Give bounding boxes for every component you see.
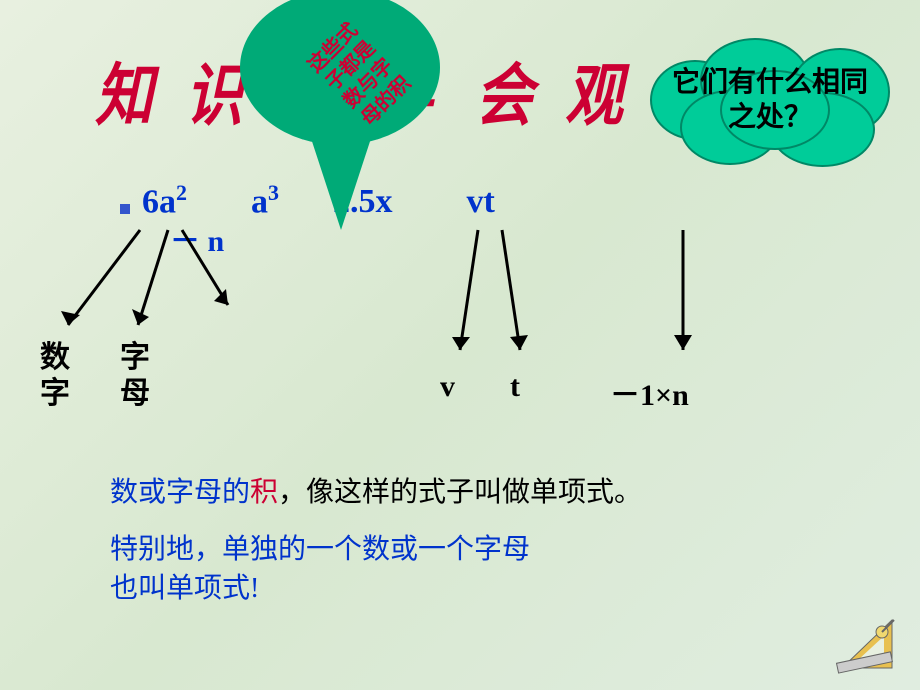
cloud-text: 它们有什么相同之处？ bbox=[640, 30, 900, 170]
label-shuzi: 数字 bbox=[40, 340, 70, 412]
title-char-1: 知 bbox=[95, 40, 153, 139]
bullet-icon bbox=[120, 204, 130, 214]
title-char-6: 观 bbox=[565, 40, 623, 139]
label-zimu: 字母 bbox=[120, 340, 150, 412]
geometry-tools-icon bbox=[832, 608, 902, 678]
label-neg1n: －1×n bbox=[610, 370, 689, 414]
label-t: t bbox=[510, 370, 520, 404]
arrow-to-neg1n bbox=[668, 225, 698, 365]
arrow-to-t bbox=[490, 225, 540, 365]
title-char-2: 识 bbox=[185, 40, 243, 139]
term-vt: vt bbox=[467, 183, 495, 221]
definition-main: 数或字母的积，像这样的式子叫做单项式。 bbox=[110, 470, 642, 510]
cloud-callout: 它们有什么相同之处？ bbox=[640, 30, 900, 170]
arrow-diag-right bbox=[170, 225, 250, 320]
definition-note: 特别地，单独的一个数或一个字母也叫单项式! bbox=[110, 530, 530, 608]
speech-callout: 这些式 子都是 数与字 母的积 bbox=[240, 0, 440, 230]
terms-row: 6a2 a3 2.5x vt － n bbox=[120, 180, 820, 221]
label-v: v bbox=[440, 370, 455, 404]
title-char-5: 会 bbox=[475, 40, 533, 139]
arrow-to-v bbox=[448, 225, 488, 365]
